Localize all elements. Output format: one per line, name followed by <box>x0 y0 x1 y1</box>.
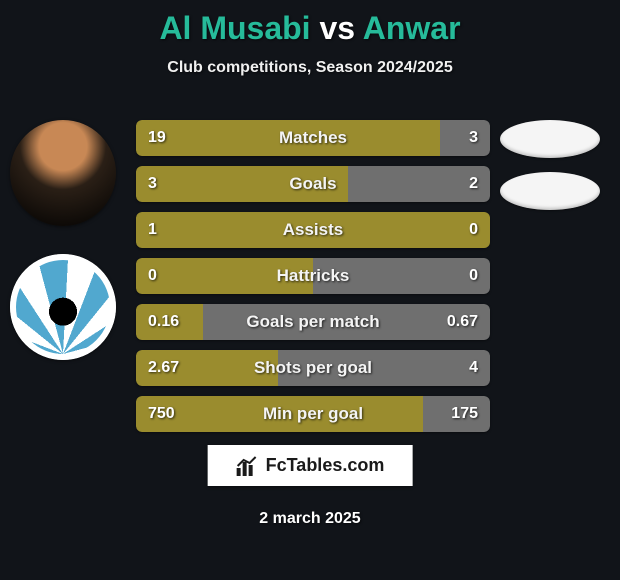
title-player2: Anwar <box>363 10 461 46</box>
player2-avatar-column <box>500 120 600 210</box>
bar-row: 32Goals <box>136 166 490 202</box>
player2-avatar-placeholder <box>500 120 600 158</box>
player1-avatar <box>10 120 116 226</box>
subtitle: Club competitions, Season 2024/2025 <box>0 59 620 77</box>
player2-club-placeholder <box>500 172 600 210</box>
title-player1: Al Musabi <box>159 10 310 46</box>
bars-icon <box>236 456 258 476</box>
footer-brand: FcTables.com <box>208 445 413 486</box>
bar-label: Goals per match <box>136 304 490 340</box>
bar-row: 00Hattricks <box>136 258 490 294</box>
page-title: Al Musabi vs Anwar <box>0 0 620 47</box>
player1-club-badge <box>10 254 116 360</box>
comparison-bars: 193Matches 32Goals 10Assists 00Hattricks 0.1… <box>136 120 490 432</box>
club-badge-icon <box>10 254 116 360</box>
footer-brand-text: FcTables.com <box>266 455 385 476</box>
bar-label: Goals <box>136 166 490 202</box>
bar-label: Hattricks <box>136 258 490 294</box>
title-vs: vs <box>319 10 355 46</box>
footer-date: 2 march 2025 <box>0 510 620 528</box>
bar-row: 0.160.67Goals per match <box>136 304 490 340</box>
bar-row: 750175Min per goal <box>136 396 490 432</box>
bar-row: 2.674Shots per goal <box>136 350 490 386</box>
bar-label: Matches <box>136 120 490 156</box>
bar-label: Assists <box>136 212 490 248</box>
bar-row: 10Assists <box>136 212 490 248</box>
bar-row: 193Matches <box>136 120 490 156</box>
bar-label: Min per goal <box>136 396 490 432</box>
avatar-column <box>10 120 116 360</box>
bar-label: Shots per goal <box>136 350 490 386</box>
